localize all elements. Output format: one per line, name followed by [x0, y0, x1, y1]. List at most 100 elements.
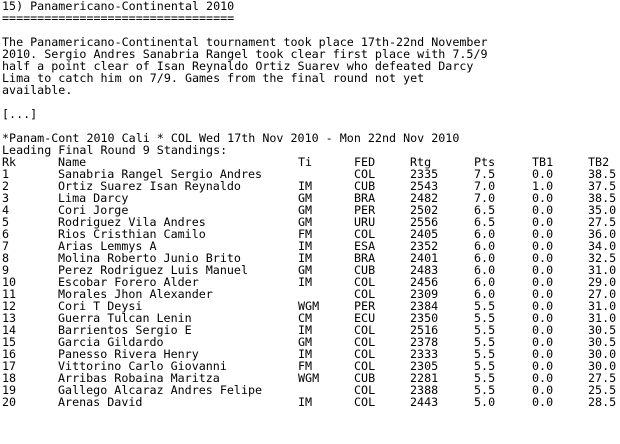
cell-name: Morales Jhon Alexander [58, 287, 213, 301]
paragraph-line: Lima to catch him on 7/9. Games from the… [2, 71, 425, 85]
cell-fed: PER [354, 299, 376, 313]
table-row: 4 Cori Jorge GM PER 2502 6.5 0.0 35.0 [2, 204, 618, 216]
header-fed: FED [354, 155, 376, 169]
spacer [2, 96, 618, 108]
cell-ti: IM [298, 179, 313, 193]
article-paragraph: The Panamericano-Continental tournament … [2, 36, 618, 96]
header-ti: Ti [298, 155, 313, 169]
cell-fed: CUB [354, 179, 376, 193]
header-pts: Pts [474, 155, 496, 169]
header-rk: Rk [2, 155, 17, 169]
table-row: 5 Rodriguez Vila Andres GM URU 2556 6.5 0.0 27.… [2, 216, 618, 228]
cell-name: Cori Jorge [58, 203, 129, 217]
cell-ti: FM [298, 227, 313, 241]
cell-fed: ESA [354, 239, 376, 253]
cell-name: Ortiz Suarez Isan Reynaldo [58, 179, 241, 193]
cell-fed: COL [354, 167, 376, 181]
cell-rtg: 2516 [410, 323, 439, 337]
cell-tb2: 37.5 [588, 179, 617, 193]
cell-tb2: 31.0 [588, 263, 617, 277]
cell-rk: 19 [2, 383, 17, 397]
table-row: 1 Sanabria Rangel Sergio Andres COL 2335 7.5… [2, 168, 618, 180]
cell-tb1: 0.0 [532, 347, 554, 361]
cell-rtg: 2378 [410, 335, 439, 349]
paragraph-line: half a point clear of Isan Reynaldo Orti… [2, 59, 474, 73]
cell-rtg: 2309 [410, 287, 439, 301]
cell-ti: IM [298, 275, 313, 289]
cell-tb2: 31.0 [588, 299, 617, 313]
cell-tb1: 1.0 [532, 179, 554, 193]
cell-fed: BRA [354, 251, 376, 265]
header-tb2: TB2 [588, 155, 610, 169]
cell-tb1: 0.0 [532, 167, 554, 181]
cell-tb1: 0.0 [532, 215, 554, 229]
cell-rk: 11 [2, 287, 17, 301]
cell-name: Guerra Tulcan Lenin [58, 311, 192, 325]
cell-name: Panesso Rivera Henry [58, 347, 199, 361]
cell-tb1: 0.0 [532, 395, 554, 409]
cell-fed: COL [354, 395, 376, 409]
cell-name: Gallego Alcaraz Andres Felipe [58, 383, 263, 397]
cell-fed: COL [354, 383, 376, 397]
cell-ti: GM [298, 191, 313, 205]
cell-rtg: 2388 [410, 383, 439, 397]
cell-rk: 17 [2, 359, 17, 373]
cell-tb1: 0.0 [532, 275, 554, 289]
cell-tb1: 0.0 [532, 335, 554, 349]
cell-pts: 5.5 [474, 383, 496, 397]
cell-pts: 6.0 [474, 287, 496, 301]
cell-tb2: 25.5 [588, 383, 617, 397]
cell-tb2: 38.5 [588, 167, 617, 181]
cell-pts: 6.0 [474, 227, 496, 241]
cell-name: Molina Roberto Junio Brito [58, 251, 241, 265]
cell-tb1: 0.0 [532, 383, 554, 397]
table-row: 3 Lima Darcy GM BRA 2482 7.0 0.0 38.5 [2, 192, 618, 204]
cell-ti: IM [298, 323, 313, 337]
cell-rk: 18 [2, 371, 17, 385]
cell-rtg: 2556 [410, 215, 439, 229]
table-row: 18 Arribas Robaina Maritza WGM CUB 2281 5.5 0.… [2, 372, 618, 384]
cell-tb1: 0.0 [532, 359, 554, 373]
cell-tb1: 0.0 [532, 263, 554, 277]
cell-tb2: 27.5 [588, 215, 617, 229]
cell-tb2: 30.5 [588, 335, 617, 349]
cell-tb2: 30.5 [588, 323, 617, 337]
cell-tb2: 29.0 [588, 275, 617, 289]
cell-tb2: 35.0 [588, 203, 617, 217]
cell-tb1: 0.0 [532, 371, 554, 385]
cell-tb2: 31.0 [588, 311, 617, 325]
cell-ti: IM [298, 251, 313, 265]
table-row: 13 Guerra Tulcan Lenin CM ECU 2350 5.5 0.0 31.0 [2, 312, 618, 324]
table-body: 1 Sanabria Rangel Sergio Andres COL 2335 7.5… [2, 168, 618, 408]
cell-rtg: 2350 [410, 311, 439, 325]
cell-tb2: 34.0 [588, 239, 617, 253]
cell-name: Barrientos Sergio E [58, 323, 192, 337]
event-line: *Panam-Cont 2010 Cali * COL Wed 17th Nov… [2, 131, 460, 145]
cell-fed: CUB [354, 263, 376, 277]
cell-name: Vittorino Carlo Giovanni [58, 359, 227, 373]
cell-tb1: 0.0 [532, 191, 554, 205]
cell-rk: 15 [2, 335, 17, 349]
cell-name: Rodriguez Vila Andres [58, 215, 206, 229]
cell-tb1: 0.0 [532, 287, 554, 301]
cell-name: Arenas David [58, 395, 143, 409]
cell-rtg: 2483 [410, 263, 439, 277]
cell-pts: 6.0 [474, 275, 496, 289]
cell-rk: 16 [2, 347, 17, 361]
cell-pts: 5.5 [474, 299, 496, 313]
heading-underline: ================================= [2, 11, 235, 25]
table-row: 16 Panesso Rivera Henry IM COL 2333 5.5 0.0 30.… [2, 348, 618, 360]
cell-pts: 6.5 [474, 203, 496, 217]
cell-name: Sanabria Rangel Sergio Andres [58, 167, 263, 181]
article: 15) Panamericano-Continental 2010 ======… [2, 0, 618, 408]
cell-rtg: 2502 [410, 203, 439, 217]
cell-rtg: 2305 [410, 359, 439, 373]
table-row: 2 Ortiz Suarez Isan Reynaldo IM CUB 2543 7.0 1… [2, 180, 618, 192]
table-header-row: Rk Name Ti FED Rtg Pts TB1 TB2 [2, 156, 618, 168]
cell-rtg: 2405 [410, 227, 439, 241]
cell-tb2: 32.5 [588, 251, 617, 265]
cell-pts: 7.0 [474, 191, 496, 205]
cell-tb1: 0.0 [532, 251, 554, 265]
cell-rk: 1 [2, 167, 10, 181]
header-rtg: Rtg [410, 155, 432, 169]
